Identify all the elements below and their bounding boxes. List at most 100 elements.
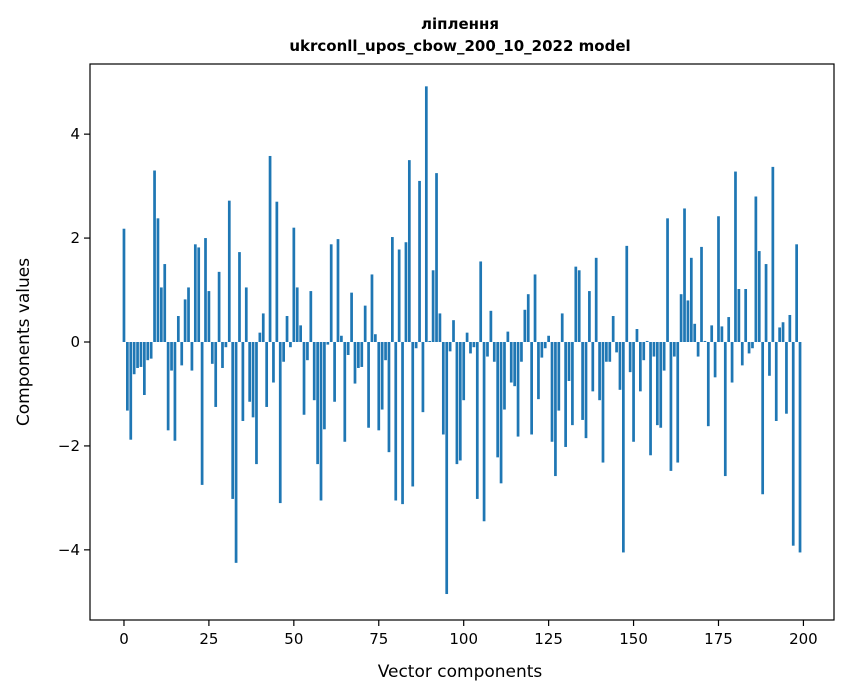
bar-188 (761, 342, 765, 495)
bar-178 (727, 317, 731, 342)
bar-52 (299, 325, 302, 342)
bar-122 (537, 342, 540, 400)
bar-146 (618, 342, 622, 390)
bar-148 (625, 245, 629, 342)
bar-181 (737, 289, 741, 342)
bar-28 (217, 271, 221, 342)
bar-169 (696, 342, 700, 357)
x-axis-ticks: 0 25 50 75 100 125 150 175 200 (119, 620, 818, 648)
bar-59 (323, 342, 326, 430)
bar-85 (411, 342, 415, 487)
bar-6 (143, 342, 146, 395)
bar-44 (272, 342, 275, 383)
bar-128 (557, 342, 561, 411)
bar-163 (676, 342, 680, 463)
bar-92 (435, 173, 438, 342)
bar-142 (605, 342, 608, 362)
x-tick-label: 200 (789, 630, 818, 648)
bar-177 (723, 342, 727, 477)
bar-91 (431, 270, 435, 342)
bar-154 (645, 340, 649, 342)
bar-151 (635, 329, 639, 342)
y-axis-ticks: −4 −2 0 2 4 (58, 125, 90, 559)
bar-119 (526, 294, 530, 342)
bar-120 (530, 342, 533, 435)
bar-15 (173, 342, 177, 441)
bar-94 (441, 342, 445, 435)
bar-199 (798, 342, 802, 553)
bar-83 (404, 242, 408, 342)
y-tick-label: −4 (58, 541, 80, 559)
bar-102 (469, 342, 472, 354)
bar-45 (275, 201, 279, 342)
bar-31 (227, 200, 231, 342)
bar-138 (591, 342, 595, 392)
bar-189 (764, 264, 768, 342)
bar-64 (340, 335, 343, 342)
bar-11 (159, 287, 163, 342)
bar-65 (343, 342, 347, 442)
bar-168 (693, 323, 697, 342)
bar-140 (598, 342, 601, 401)
bar-132 (571, 342, 574, 426)
y-tick-label: 0 (70, 333, 80, 351)
bar-93 (438, 313, 442, 342)
bar-88 (421, 342, 425, 413)
bar-90 (428, 340, 432, 342)
x-tick-label: 0 (119, 630, 129, 648)
bar-186 (754, 196, 758, 342)
bar-76 (380, 342, 384, 410)
bar-150 (632, 342, 635, 442)
bar-162 (672, 342, 676, 357)
bar-100 (462, 342, 466, 401)
bar-124 (543, 342, 547, 349)
bar-58 (319, 342, 323, 501)
bar-33 (234, 342, 238, 563)
bar-136 (584, 342, 588, 439)
bar-191 (771, 166, 775, 342)
bar-36 (244, 287, 248, 342)
bar-24 (204, 238, 207, 342)
bar-143 (608, 342, 612, 362)
bar-16 (176, 316, 180, 342)
bar-81 (397, 249, 401, 342)
bar-176 (720, 326, 724, 342)
bar-25 (207, 291, 211, 342)
bar-116 (516, 342, 520, 437)
bar-175 (717, 216, 720, 342)
x-tick-label: 125 (534, 630, 563, 648)
bar-19 (187, 287, 190, 342)
bar-95 (445, 342, 449, 595)
bar-190 (768, 342, 771, 376)
bar-84 (407, 160, 411, 342)
bar-47 (282, 342, 285, 362)
bar-184 (747, 342, 751, 354)
x-tick-label: 25 (199, 630, 218, 648)
bar-173 (710, 325, 714, 342)
bar-40 (258, 332, 262, 342)
bar-9 (153, 170, 156, 342)
bar-23 (200, 342, 204, 485)
bar-2 (129, 342, 133, 440)
bar-82 (401, 342, 404, 505)
bar-42 (265, 342, 269, 407)
bar-153 (642, 342, 646, 361)
chart-title: ліплення (421, 15, 499, 33)
bar-115 (513, 342, 517, 387)
bar-32 (231, 342, 235, 499)
x-axis-label: Vector components (378, 662, 543, 682)
bar-20 (190, 342, 194, 371)
bar-46 (278, 342, 282, 504)
bar-121 (533, 274, 537, 342)
bar-78 (387, 342, 391, 453)
bar-133 (574, 266, 578, 342)
bar-185 (751, 342, 754, 349)
bar-180 (734, 171, 737, 342)
bar-157 (655, 342, 659, 426)
bar-164 (679, 294, 683, 342)
bar-27 (214, 342, 218, 407)
chart-subtitle: ukrconll_upos_cbow_200_10_2022 model (289, 37, 630, 55)
bar-103 (472, 342, 476, 348)
bar-139 (594, 257, 598, 342)
